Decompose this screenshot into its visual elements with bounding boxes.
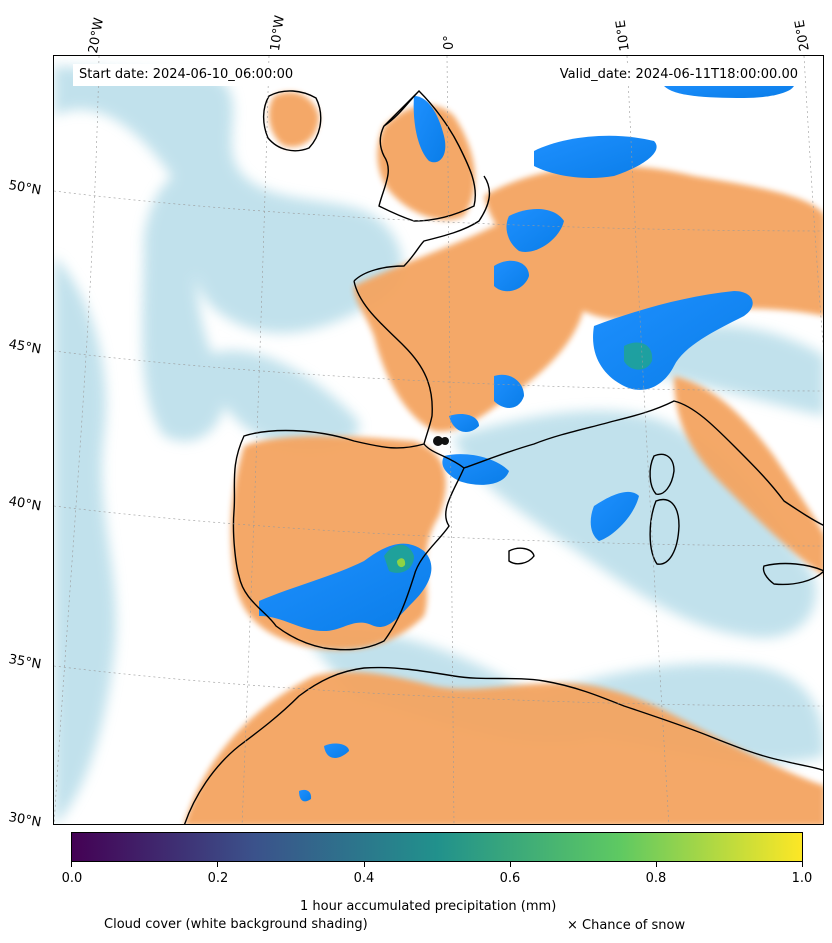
- coastline-sardinia: [649, 499, 680, 565]
- precip-cell: [494, 260, 529, 292]
- lat-label: 35°N: [7, 652, 43, 673]
- marker-dot: [433, 436, 443, 446]
- lat-label: 30°N: [7, 810, 43, 831]
- colorbar-tick: [656, 862, 657, 867]
- precip-cell: [494, 374, 524, 408]
- map-panel: [53, 55, 824, 825]
- precip-cell: [397, 558, 406, 568]
- precip-cell: [534, 135, 657, 178]
- cloud-region: [654, 325, 823, 416]
- colorbar-tick-label: 1.0: [791, 871, 813, 886]
- precipitation-layer: [259, 77, 795, 802]
- start-date-label: Start date: 2024-06-10_06:00:00: [73, 64, 300, 86]
- precip-cell: [506, 209, 564, 252]
- lon-label: 10°E: [613, 18, 633, 52]
- colorbar-tick-label: 0.8: [645, 871, 667, 886]
- lon-label: 20°W: [86, 16, 108, 55]
- precip-cell: [384, 544, 414, 573]
- central-europe-land: [484, 165, 823, 320]
- coastline-sicily: [762, 562, 823, 586]
- north-africa-land: [184, 671, 823, 824]
- coastline-britain: [378, 90, 476, 222]
- coastline-mediterranean-north: [463, 400, 823, 526]
- lon-label: 20°E: [792, 18, 813, 53]
- marker-dot: [441, 437, 449, 445]
- lon-label: 0°: [442, 35, 457, 50]
- coastline-balearic: [508, 547, 535, 565]
- colorbar-tick-label: 0.4: [353, 871, 375, 886]
- precip-cell: [590, 491, 639, 541]
- colorbar-tick: [217, 862, 218, 867]
- cloud-cover-legend: Cloud cover (white background shading): [104, 917, 368, 932]
- colorbar-label: 1 hour accumulated precipitation (mm): [300, 899, 557, 914]
- colorbar-tick: [510, 862, 511, 867]
- ireland-land: [268, 92, 319, 147]
- coastline-layer: [183, 90, 823, 824]
- precipitation-colorbar: [71, 832, 803, 862]
- cloud-region: [204, 350, 360, 449]
- snow-legend: × Chance of snow: [567, 918, 686, 933]
- precip-cell: [413, 96, 446, 163]
- coastline-france: [353, 175, 491, 445]
- coastline-corsica: [649, 453, 675, 495]
- lat-label: 50°N: [7, 178, 43, 199]
- lat-label: 40°N: [7, 494, 43, 515]
- colorbar-tick: [802, 862, 803, 867]
- italy-land: [674, 376, 823, 575]
- colorbar-tick-label: 0.2: [207, 871, 229, 886]
- colorbar-tick: [364, 862, 365, 867]
- colorbar-tick: [71, 862, 72, 867]
- cloud-region: [142, 176, 226, 442]
- cloud-region: [54, 66, 403, 334]
- cloud-region: [54, 256, 117, 824]
- coastline-ireland: [262, 90, 322, 152]
- precip-cell: [624, 342, 653, 370]
- precip-cell: [324, 743, 349, 758]
- precipitation-map: [54, 56, 823, 824]
- precip-cell: [449, 414, 479, 432]
- coastline-north-africa: [183, 666, 823, 824]
- marker-points: [433, 436, 449, 446]
- colorbar-tick-label: 0.6: [499, 871, 521, 886]
- lon-label: 10°W: [268, 14, 288, 53]
- lat-label: 45°N: [7, 337, 43, 358]
- britain-land: [377, 105, 475, 220]
- coastline-iberia: [232, 429, 465, 651]
- valid-date-label: Valid_date: 2024-06-11T18:00:00.00: [553, 64, 804, 86]
- colorbar-tick-label: 0.0: [61, 871, 83, 886]
- graticule: [54, 56, 823, 824]
- precip-cell: [299, 789, 312, 802]
